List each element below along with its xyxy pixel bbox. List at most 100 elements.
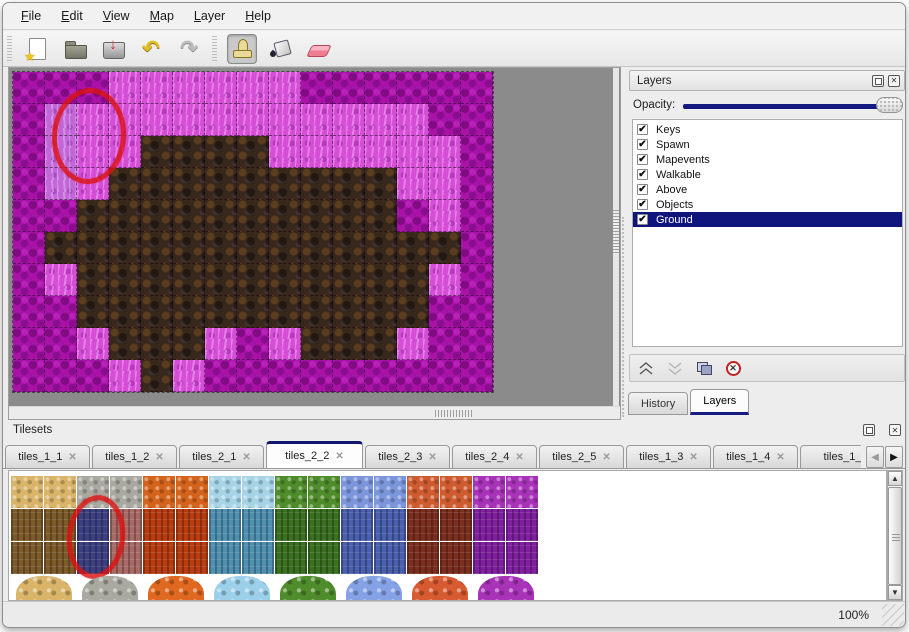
- map-tile[interactable]: [461, 296, 493, 328]
- map-tile[interactable]: [269, 328, 301, 360]
- map-tile[interactable]: [333, 104, 365, 136]
- tileset-tab-tiles_2_4[interactable]: tiles_2_4 ✕: [452, 445, 537, 469]
- tileset-tile[interactable]: [440, 476, 472, 508]
- tileset-tile[interactable]: [473, 509, 505, 541]
- map-tile[interactable]: [237, 168, 269, 200]
- map-tile[interactable]: [461, 104, 493, 136]
- tileset-tile[interactable]: [473, 542, 505, 574]
- map-tile[interactable]: [333, 296, 365, 328]
- map-tile[interactable]: [237, 264, 269, 296]
- map-tile[interactable]: [77, 136, 109, 168]
- map-tile[interactable]: [77, 360, 109, 392]
- map-tile[interactable]: [397, 72, 429, 104]
- map-tile[interactable]: [429, 136, 461, 168]
- map-tile[interactable]: [397, 296, 429, 328]
- map-tile[interactable]: [173, 296, 205, 328]
- map-tile[interactable]: [205, 104, 237, 136]
- tileset-tile[interactable]: [275, 476, 307, 508]
- map-tile[interactable]: [333, 360, 365, 392]
- layer-visibility-checkbox[interactable]: ✔: [637, 184, 648, 195]
- map-tile[interactable]: [141, 264, 173, 296]
- map-tile[interactable]: [141, 296, 173, 328]
- map-tile[interactable]: [461, 200, 493, 232]
- tileset-tile[interactable]: [275, 509, 307, 541]
- layers-panel-titlebar[interactable]: Layers ✕: [629, 70, 905, 91]
- map-tile[interactable]: [13, 360, 45, 392]
- map-tile[interactable]: [365, 104, 397, 136]
- tileset-tile[interactable]: [209, 542, 241, 574]
- map-tile[interactable]: [365, 296, 397, 328]
- undo-button[interactable]: ↶: [136, 34, 166, 64]
- tileset-tile[interactable]: [110, 509, 142, 541]
- map-tile[interactable]: [77, 72, 109, 104]
- map-tile[interactable]: [429, 264, 461, 296]
- map-tile[interactable]: [461, 72, 493, 104]
- menu-edit[interactable]: Edit: [61, 9, 83, 23]
- map-tile[interactable]: [237, 200, 269, 232]
- map-tile[interactable]: [269, 136, 301, 168]
- map-tile[interactable]: [109, 360, 141, 392]
- tileset-tab-tiles_1_1[interactable]: tiles_1_1 ✕: [5, 445, 90, 469]
- map-tile[interactable]: [13, 104, 45, 136]
- map-tile[interactable]: [429, 296, 461, 328]
- tileset-tile[interactable]: [374, 476, 406, 508]
- map-tile[interactable]: [173, 264, 205, 296]
- map-tile[interactable]: [141, 136, 173, 168]
- map-tile[interactable]: [365, 200, 397, 232]
- tileset-content[interactable]: [8, 470, 887, 601]
- layer-row-walkable[interactable]: ✔ Walkable: [633, 167, 902, 182]
- map-tile[interactable]: [13, 232, 45, 264]
- tileset-bush-tile[interactable]: [346, 576, 402, 600]
- map-tile[interactable]: [45, 104, 77, 136]
- map-tile[interactable]: [461, 232, 493, 264]
- new-button[interactable]: [22, 34, 52, 65]
- map-tile[interactable]: [45, 296, 77, 328]
- fill-button[interactable]: [265, 34, 295, 64]
- map-tile[interactable]: [77, 296, 109, 328]
- map-tile[interactable]: [269, 360, 301, 392]
- map-tile[interactable]: [237, 296, 269, 328]
- layer-visibility-checkbox[interactable]: ✔: [637, 169, 648, 180]
- map-tile[interactable]: [77, 104, 109, 136]
- map-tile[interactable]: [205, 232, 237, 264]
- map-tile[interactable]: [205, 200, 237, 232]
- tileset-grid[interactable]: [11, 476, 538, 574]
- tileset-tile[interactable]: [407, 509, 439, 541]
- layer-visibility-checkbox[interactable]: ✔: [637, 199, 648, 210]
- map-tile[interactable]: [109, 296, 141, 328]
- tileset-tab-tiles_1_2[interactable]: tiles_1_2 ✕: [92, 445, 177, 469]
- map-tile[interactable]: [365, 264, 397, 296]
- layer-visibility-checkbox[interactable]: ✔: [637, 124, 648, 135]
- tileset-tile[interactable]: [209, 509, 241, 541]
- map-tile[interactable]: [237, 328, 269, 360]
- map-tile[interactable]: [365, 328, 397, 360]
- map-tile[interactable]: [461, 264, 493, 296]
- map-tile[interactable]: [397, 200, 429, 232]
- map-vscroll-thumb[interactable]: [613, 210, 619, 254]
- tileset-tile[interactable]: [209, 476, 241, 508]
- map-tile[interactable]: [301, 136, 333, 168]
- tab-close-icon[interactable]: ✕: [689, 451, 698, 463]
- tileset-tile[interactable]: [308, 509, 340, 541]
- map-tile[interactable]: [77, 168, 109, 200]
- map-tile[interactable]: [237, 72, 269, 104]
- eraser-button[interactable]: [303, 34, 333, 64]
- map-tile[interactable]: [333, 200, 365, 232]
- tab-scroll-right-button[interactable]: ▶: [885, 446, 903, 468]
- tileset-tab-tiles_1_4[interactable]: tiles_1_4 ✕: [713, 445, 798, 469]
- map-tile[interactable]: [173, 328, 205, 360]
- tileset-tile[interactable]: [242, 476, 274, 508]
- tileset-tile[interactable]: [275, 542, 307, 574]
- map-tile[interactable]: [397, 136, 429, 168]
- map-tile[interactable]: [461, 168, 493, 200]
- layer-delete-button[interactable]: ✕: [720, 356, 746, 380]
- map-tile[interactable]: [397, 168, 429, 200]
- map-tile[interactable]: [269, 200, 301, 232]
- map-tile[interactable]: [109, 232, 141, 264]
- map-tile[interactable]: [205, 360, 237, 392]
- map-tile[interactable]: [13, 168, 45, 200]
- tileset-tile[interactable]: [44, 476, 76, 508]
- map-tile[interactable]: [365, 232, 397, 264]
- map-tile[interactable]: [269, 168, 301, 200]
- tab-close-icon[interactable]: ✕: [155, 451, 164, 463]
